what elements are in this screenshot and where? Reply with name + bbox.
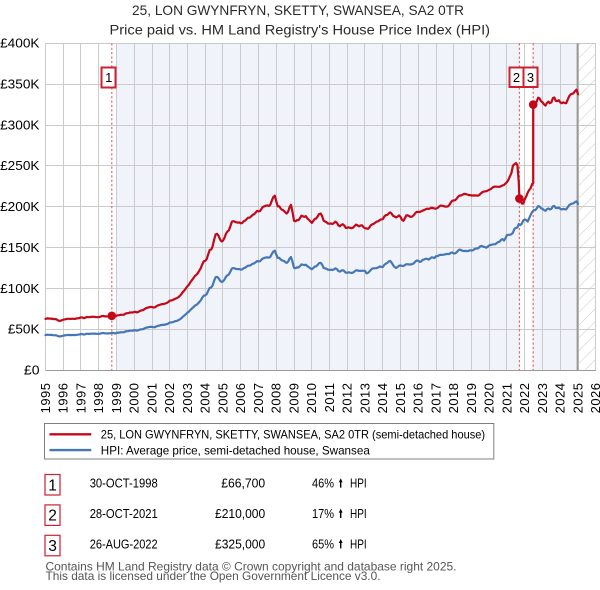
svg-text:HPI: HPI (350, 476, 367, 491)
svg-text:£0: £0 (24, 364, 40, 378)
svg-text:HPI: HPI (350, 506, 367, 521)
svg-text:25, LON GWYNFRYN, SKETTY, SWAN: 25, LON GWYNFRYN, SKETTY, SWANSEA, SA2 0… (132, 2, 464, 18)
svg-text:£250K: £250K (0, 159, 40, 173)
svg-text:2009: 2009 (286, 383, 301, 414)
svg-text:2017: 2017 (428, 383, 443, 414)
svg-text:2: 2 (48, 508, 57, 525)
svg-text:£100K: £100K (0, 282, 40, 296)
svg-text:2010: 2010 (304, 383, 319, 414)
svg-text:2007: 2007 (251, 383, 266, 414)
svg-text:2001: 2001 (144, 383, 159, 414)
svg-text:This data is licensed under th: This data is licensed under the Open Gov… (46, 569, 381, 583)
svg-text:£150K: £150K (0, 241, 40, 255)
svg-text:Price paid vs. HM Land Registr: Price paid vs. HM Land Registry's House … (110, 22, 491, 38)
svg-text:2008: 2008 (269, 383, 284, 414)
svg-text:2020: 2020 (482, 383, 497, 414)
svg-text:2011: 2011 (322, 383, 337, 413)
svg-text:1: 1 (48, 477, 57, 494)
svg-text:£50K: £50K (8, 323, 40, 337)
svg-text:2: 2 (513, 70, 520, 85)
svg-text:2005: 2005 (215, 383, 230, 414)
svg-text:£300K: £300K (0, 118, 40, 132)
svg-text:1995: 1995 (38, 383, 53, 414)
svg-text:26-AUG-2022: 26-AUG-2022 (90, 536, 158, 551)
svg-text:1998: 1998 (91, 383, 106, 414)
svg-text:2022: 2022 (517, 383, 532, 414)
svg-text:3: 3 (527, 70, 534, 85)
svg-text:25, LON GWYNFRYN, SKETTY, SWAN: 25, LON GWYNFRYN, SKETTY, SWANSEA, SA2 0… (101, 428, 485, 442)
svg-text:HPI: Average price, semi-detac: HPI: Average price, semi-detached house,… (101, 443, 370, 457)
svg-text:1: 1 (105, 70, 112, 85)
svg-text:2013: 2013 (357, 383, 372, 414)
svg-text:46%: 46% (312, 476, 334, 491)
svg-text:£350K: £350K (0, 78, 40, 92)
svg-text:30-OCT-1998: 30-OCT-1998 (90, 476, 158, 491)
svg-text:£210,000: £210,000 (215, 506, 265, 521)
svg-text:2012: 2012 (340, 383, 355, 414)
svg-text:£325,000: £325,000 (215, 536, 265, 551)
svg-text:2002: 2002 (162, 383, 177, 414)
svg-text:3: 3 (48, 538, 57, 555)
svg-text:2015: 2015 (393, 383, 408, 414)
svg-text:2004: 2004 (198, 383, 213, 414)
svg-text:£200K: £200K (0, 200, 40, 214)
svg-text:2021: 2021 (499, 383, 514, 414)
svg-text:2025: 2025 (570, 383, 585, 414)
svg-text:2018: 2018 (446, 383, 461, 414)
svg-text:2023: 2023 (535, 383, 550, 414)
svg-text:2016: 2016 (411, 383, 426, 414)
svg-text:2003: 2003 (180, 383, 195, 414)
svg-text:HPI: HPI (350, 536, 367, 551)
svg-text:Contains HM Land Registry data: Contains HM Land Registry data © Crown c… (46, 559, 457, 573)
svg-text:1997: 1997 (73, 383, 88, 414)
svg-text:1999: 1999 (109, 383, 124, 414)
svg-text:65%: 65% (312, 536, 334, 551)
svg-text:28-OCT-2021: 28-OCT-2021 (90, 506, 158, 521)
svg-text:2024: 2024 (553, 383, 568, 414)
svg-text:2026: 2026 (588, 383, 600, 414)
svg-text:17%: 17% (312, 506, 334, 521)
svg-text:£66,700: £66,700 (221, 476, 265, 491)
svg-text:2006: 2006 (233, 383, 248, 414)
svg-text:2014: 2014 (375, 383, 390, 414)
svg-text:2019: 2019 (464, 383, 479, 414)
svg-text:1996: 1996 (56, 383, 71, 414)
svg-text:2000: 2000 (127, 383, 142, 414)
svg-text:£400K: £400K (0, 37, 40, 51)
